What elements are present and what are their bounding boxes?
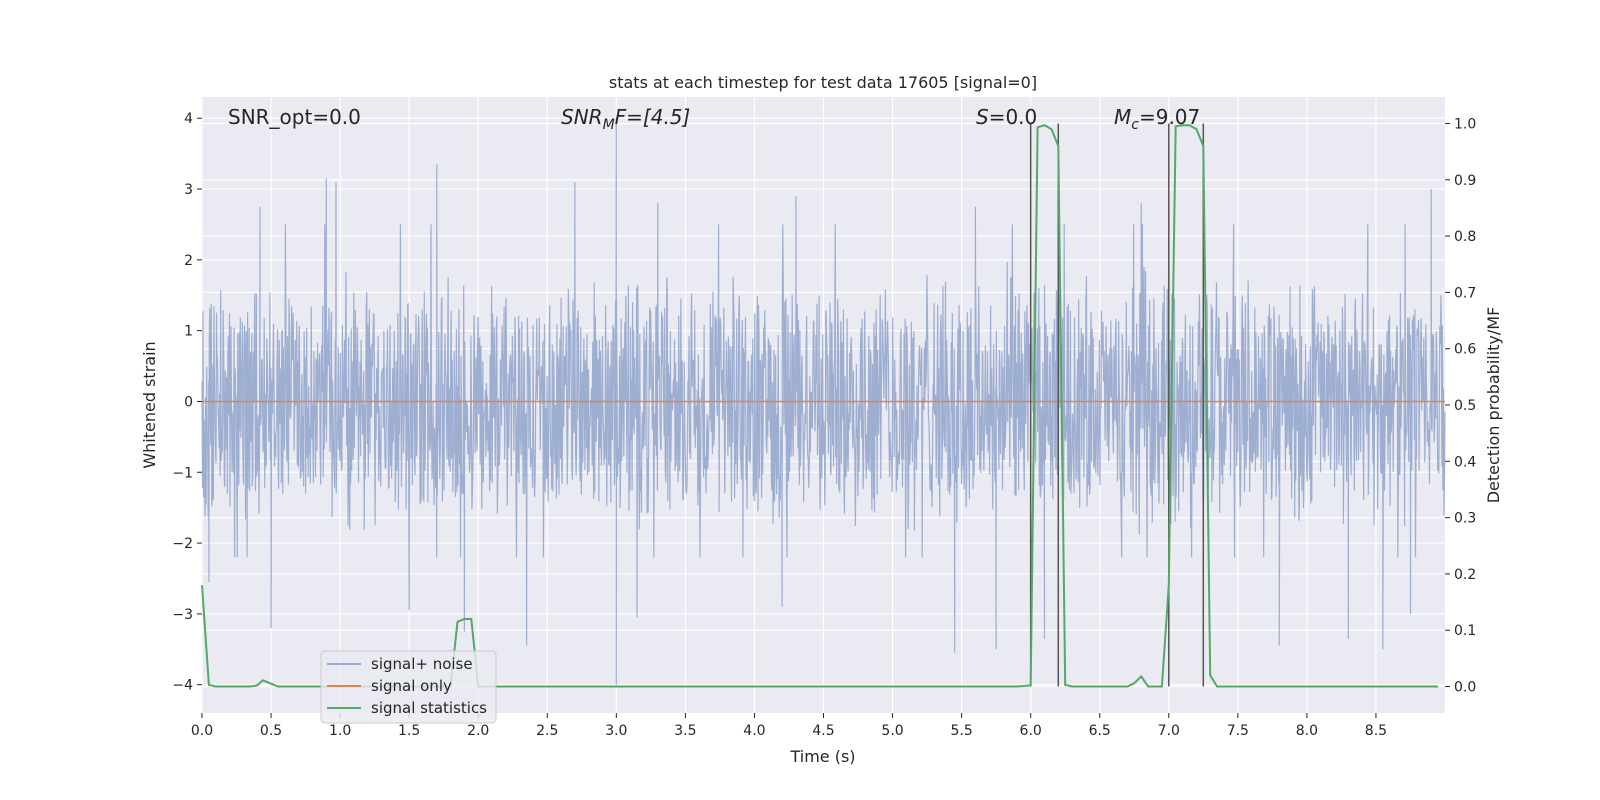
x-axis-label: Time (s) xyxy=(789,747,855,766)
y2-tick-label: 0.7 xyxy=(1454,285,1476,301)
y-tick-label: 4 xyxy=(184,111,193,127)
x-tick-label: 5.5 xyxy=(950,723,972,739)
y2-axis-label: Detection probability/MF xyxy=(1484,307,1503,504)
legend-box xyxy=(320,650,497,724)
x-tick-label: 4.0 xyxy=(743,723,765,739)
y2-tick-label: 0.2 xyxy=(1454,567,1476,583)
legend-label-signal-noise: signal+ noise xyxy=(371,655,473,673)
y2-tick-label: 0.0 xyxy=(1454,680,1476,696)
annotation-snr-mf-rest: F=[4.5] xyxy=(615,105,691,129)
x-tick-label: 7.0 xyxy=(1158,723,1180,739)
y-tick-label: −3 xyxy=(172,607,193,623)
y-axis-ticks: −4 −3 −2 −1 0 1 2 3 4 xyxy=(172,111,202,694)
annotation-snr-mf: SNRMF=[4.5] xyxy=(561,105,690,133)
chart-title: stats at each timestep for test data 176… xyxy=(609,73,1037,92)
y2-tick-label: 0.6 xyxy=(1454,342,1476,358)
annotation-s-rest: =0.0 xyxy=(989,105,1038,129)
x-tick-label: 5.0 xyxy=(881,723,903,739)
y-tick-label: −2 xyxy=(172,536,193,552)
annotation-mc-main: M xyxy=(1114,105,1131,129)
x-tick-label: 4.5 xyxy=(812,723,834,739)
y-tick-label: −1 xyxy=(172,465,193,481)
x-tick-label: 3.0 xyxy=(605,723,627,739)
annotation-s: S=0.0 xyxy=(976,105,1037,129)
y2-tick-label: 0.8 xyxy=(1454,229,1476,245)
series-signal-statistics xyxy=(201,124,1439,688)
x-tick-label: 2.0 xyxy=(467,723,489,739)
x-tick-label: 1.0 xyxy=(329,723,351,739)
annotations: SNR_opt=0.0 SNRMF=[4.5] S=0.0 Mc=9.07 xyxy=(228,105,1200,133)
x-axis-ticks: 0.0 0.5 1.0 1.5 2.0 2.5 3.0 3.5 4.0 4.5 5.0 5.5 6.0 6… xyxy=(191,713,1387,739)
x-tick-label: 0.0 xyxy=(191,723,213,739)
y-axis-label: Whitened strain xyxy=(140,341,159,468)
annotation-snr-mf-main: SNR xyxy=(561,105,603,129)
y2-tick-label: 0.1 xyxy=(1454,623,1476,639)
annotation-mc-rest: =9.07 xyxy=(1139,105,1200,129)
y2-tick-label: 1.0 xyxy=(1454,116,1476,132)
y-tick-label: 0 xyxy=(184,394,193,410)
x-tick-label: 0.5 xyxy=(260,723,282,739)
x-tick-label: 7.5 xyxy=(1227,723,1249,739)
x-tick-label: 6.5 xyxy=(1089,723,1111,739)
y-tick-label: 3 xyxy=(184,182,193,198)
y-tick-label: 1 xyxy=(184,324,193,340)
y2-tick-label: 0.9 xyxy=(1454,173,1476,189)
annotation-mc: Mc=9.07 xyxy=(1114,105,1200,133)
x-tick-label: 8.5 xyxy=(1365,723,1387,739)
x-tick-label: 6.0 xyxy=(1020,723,1042,739)
x-tick-label: 3.5 xyxy=(674,723,696,739)
legend: signal+ noise signal only signal statist… xyxy=(320,650,497,724)
signal-statistics-line xyxy=(201,124,1439,688)
annotation-snr-opt: SNR_opt=0.0 xyxy=(228,105,361,129)
y2-axis-ticks: 0.0 0.1 0.2 0.3 0.4 0.5 0.6 0.7 0.8 0.9 1.0 xyxy=(1445,116,1476,696)
y2-tick-label: 0.4 xyxy=(1454,454,1476,470)
annotation-s-main: S xyxy=(976,105,989,129)
signal-noise-line xyxy=(201,118,1446,685)
annotation-mc-sub: c xyxy=(1131,117,1139,133)
legend-label-signal-only: signal only xyxy=(371,677,452,695)
x-tick-label: 8.0 xyxy=(1296,723,1318,739)
x-tick-label: 1.5 xyxy=(398,723,420,739)
y2-tick-label: 0.3 xyxy=(1454,511,1476,527)
x-tick-label: 2.5 xyxy=(536,723,558,739)
y-tick-label: −4 xyxy=(172,678,193,694)
y-tick-label: 2 xyxy=(184,253,193,269)
annotation-snr-mf-sub: M xyxy=(603,117,615,133)
legend-label-signal-statistics: signal statistics xyxy=(371,699,487,717)
series-signal-noise xyxy=(201,118,1446,685)
y2-tick-label: 0.5 xyxy=(1454,398,1476,414)
